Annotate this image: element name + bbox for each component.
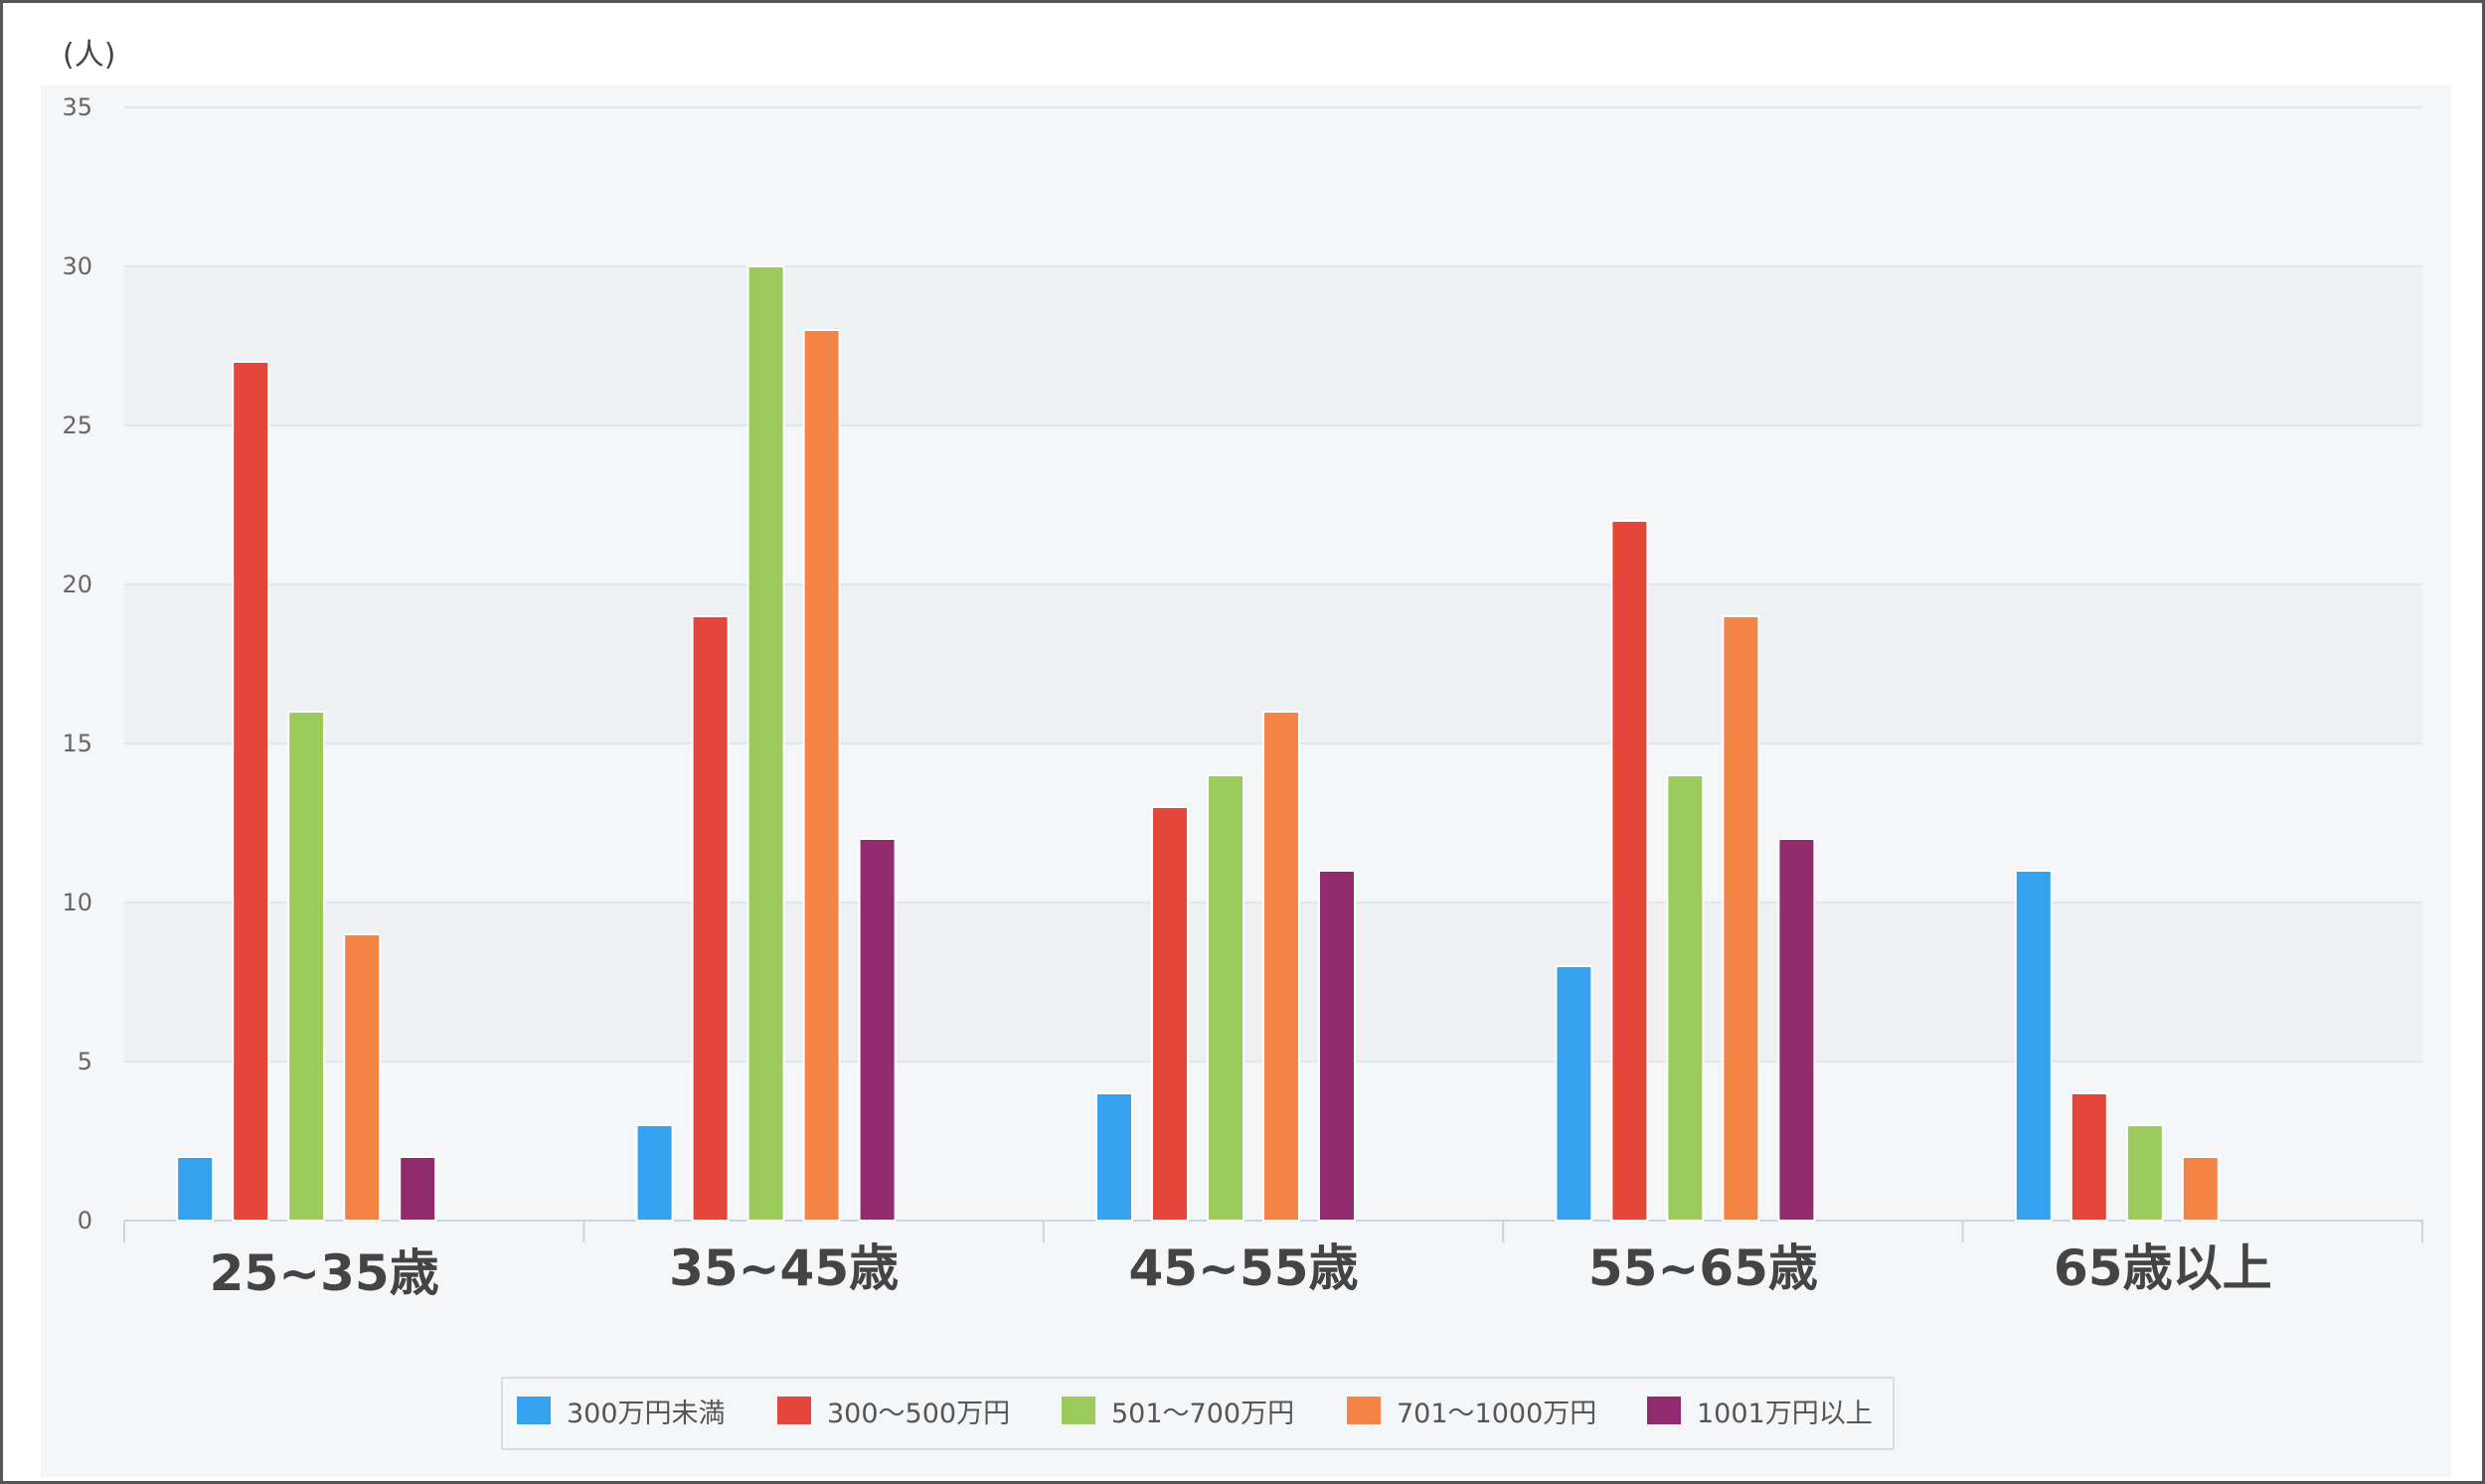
bar[interactable] bbox=[399, 1156, 437, 1222]
legend-box bbox=[501, 1377, 1895, 1450]
bar[interactable] bbox=[287, 711, 326, 1222]
bar[interactable] bbox=[1610, 520, 1649, 1222]
bar[interactable] bbox=[2014, 870, 2053, 1222]
bar[interactable] bbox=[2070, 1092, 2108, 1222]
legend-label[interactable]: 701～1000万円 bbox=[1397, 1399, 1596, 1429]
bar[interactable] bbox=[858, 838, 897, 1222]
bar[interactable] bbox=[802, 329, 841, 1222]
y-tick-label: 25 bbox=[62, 412, 92, 439]
bar[interactable] bbox=[746, 265, 785, 1222]
grid-band bbox=[124, 425, 2422, 584]
y-tick-label: 20 bbox=[62, 571, 92, 598]
legend-label[interactable]: 300万円未満 bbox=[567, 1399, 726, 1429]
bar[interactable] bbox=[635, 1124, 674, 1222]
bar[interactable] bbox=[2125, 1124, 2164, 1222]
bar[interactable] bbox=[691, 615, 730, 1222]
legend-label[interactable]: 300～500万円 bbox=[827, 1399, 1010, 1429]
bar-chart: 0 5 10 15 20 25 30 35 25~35歳 35~45歳 45~55歳 55~65歳 6… bbox=[41, 38, 2451, 1477]
y-tick-label: 5 bbox=[78, 1048, 92, 1075]
bar[interactable] bbox=[1318, 870, 1356, 1222]
bar[interactable] bbox=[1151, 806, 1189, 1222]
legend-swatch bbox=[1062, 1397, 1095, 1424]
legend-label[interactable]: 501～700万円 bbox=[1111, 1399, 1294, 1429]
legend-swatch bbox=[1347, 1397, 1381, 1424]
y-tick-label: 35 bbox=[62, 93, 92, 121]
bar[interactable] bbox=[343, 933, 382, 1222]
grid-band bbox=[124, 107, 2422, 266]
bar[interactable] bbox=[1722, 615, 1760, 1222]
grid-band bbox=[124, 266, 2422, 425]
y-unit-label: (人) bbox=[63, 38, 115, 73]
x-category-label: 25~35歳 bbox=[210, 1244, 439, 1302]
legend-label[interactable]: 1001万円以上 bbox=[1697, 1399, 1873, 1429]
y-tick-label: 0 bbox=[78, 1207, 92, 1235]
legend-swatch bbox=[1647, 1397, 1681, 1424]
legend-swatch bbox=[777, 1397, 811, 1424]
bar[interactable] bbox=[1555, 965, 1593, 1222]
y-tick-label: 10 bbox=[62, 889, 92, 916]
bar[interactable] bbox=[1777, 838, 1816, 1222]
bar[interactable] bbox=[1095, 1092, 1133, 1222]
x-category-label: 55~65歳 bbox=[1588, 1239, 1818, 1297]
bar[interactable] bbox=[2181, 1156, 2220, 1222]
bar[interactable] bbox=[1207, 774, 1244, 1222]
bar[interactable] bbox=[232, 361, 270, 1222]
bars bbox=[176, 265, 2220, 1222]
y-tick-label: 30 bbox=[62, 252, 92, 280]
x-category-label: 65歳以上 bbox=[2054, 1239, 2272, 1297]
x-axis: 25~35歳 35~45歳 45~55歳 55~65歳 65歳以上 bbox=[123, 1220, 2423, 1302]
y-tick-label: 15 bbox=[62, 730, 92, 757]
bar[interactable] bbox=[176, 1156, 215, 1222]
x-category-label: 35~45歳 bbox=[669, 1239, 899, 1297]
y-axis: 0 5 10 15 20 25 30 35 bbox=[62, 93, 92, 1235]
x-category-label: 45~55歳 bbox=[1128, 1239, 1358, 1297]
legend-swatch bbox=[517, 1397, 551, 1424]
bar[interactable] bbox=[1666, 774, 1705, 1222]
legend: 300万円未満 300～500万円 501～700万円 701～1000万円 1001万… bbox=[501, 1377, 1895, 1450]
bar[interactable] bbox=[1262, 711, 1300, 1222]
